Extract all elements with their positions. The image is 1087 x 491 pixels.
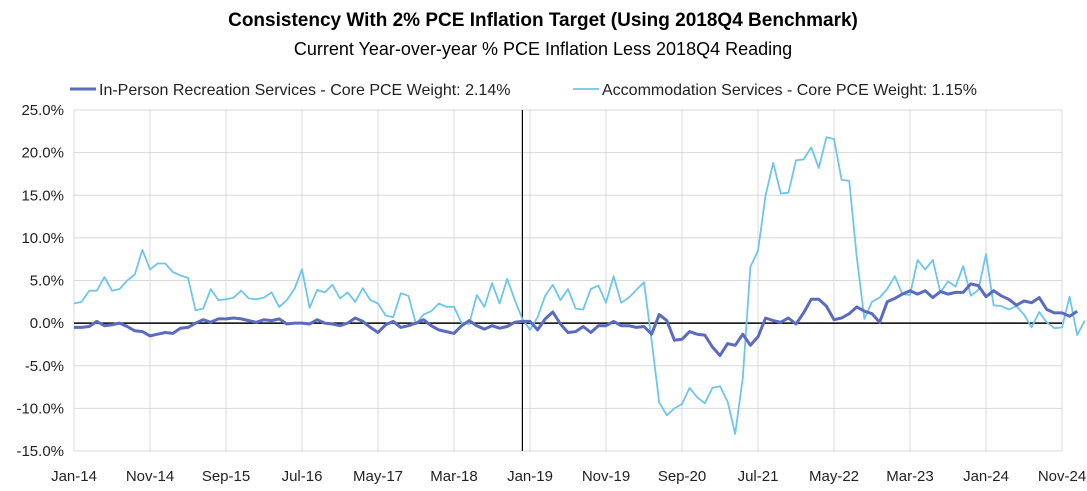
x-axis-labels: Jan-14 Nov-14 Sep-15 Jul-16 May-17 Mar-18 Jan-… <box>51 468 1086 485</box>
x-tick-label: Jan-14 <box>51 468 97 485</box>
y-tick-label: -15.0% <box>16 443 64 460</box>
y-tick-label: 10.0% <box>21 230 64 247</box>
gridlines <box>73 109 1063 452</box>
chart-subtitle: Current Year-over-year % PCE Inflation L… <box>294 39 792 59</box>
legend-label-recreation: In-Person Recreation Services - Core PCE… <box>99 82 510 99</box>
y-tick-label: 20.0% <box>21 145 64 162</box>
x-tick-label: Nov-14 <box>126 468 174 485</box>
series-line-accommodation <box>73 136 1086 435</box>
y-axis-labels: 25.0% 20.0% 15.0% 10.0% 5.0% 0.0% -5.0% -10.0% -… <box>16 102 64 460</box>
x-tick-label: May-22 <box>809 468 859 485</box>
chart-title: Consistency With 2% PCE Inflation Target… <box>228 10 858 31</box>
x-tick-label: Mar-18 <box>430 468 478 485</box>
y-tick-label: 0.0% <box>30 315 64 332</box>
y-tick-label: -10.0% <box>16 400 64 417</box>
y-tick-label: 25.0% <box>21 102 64 119</box>
x-tick-label: Jan-19 <box>507 468 553 485</box>
x-tick-label: Nov-19 <box>582 468 630 485</box>
x-tick-label: Mar-23 <box>886 468 934 485</box>
y-tick-label: -5.0% <box>25 358 64 375</box>
x-tick-label: May-17 <box>353 468 403 485</box>
series-line-recreation <box>74 282 1079 357</box>
x-tick-label: Sep-15 <box>202 468 250 485</box>
legend-label-accommodation: Accommodation Services - Core PCE Weight… <box>602 82 977 99</box>
x-tick-label: Nov-24 <box>1038 468 1086 485</box>
y-tick-label: 15.0% <box>21 187 64 204</box>
y-tick-label: 5.0% <box>30 273 64 290</box>
x-tick-label: Jan-24 <box>963 468 1009 485</box>
x-tick-label: Sep-20 <box>658 468 706 485</box>
x-tick-label: Jul-16 <box>282 468 323 485</box>
legend: In-Person Recreation Services - Core PCE… <box>70 82 977 99</box>
series-lines <box>73 136 1086 435</box>
x-tick-label: Jul-21 <box>738 468 779 485</box>
